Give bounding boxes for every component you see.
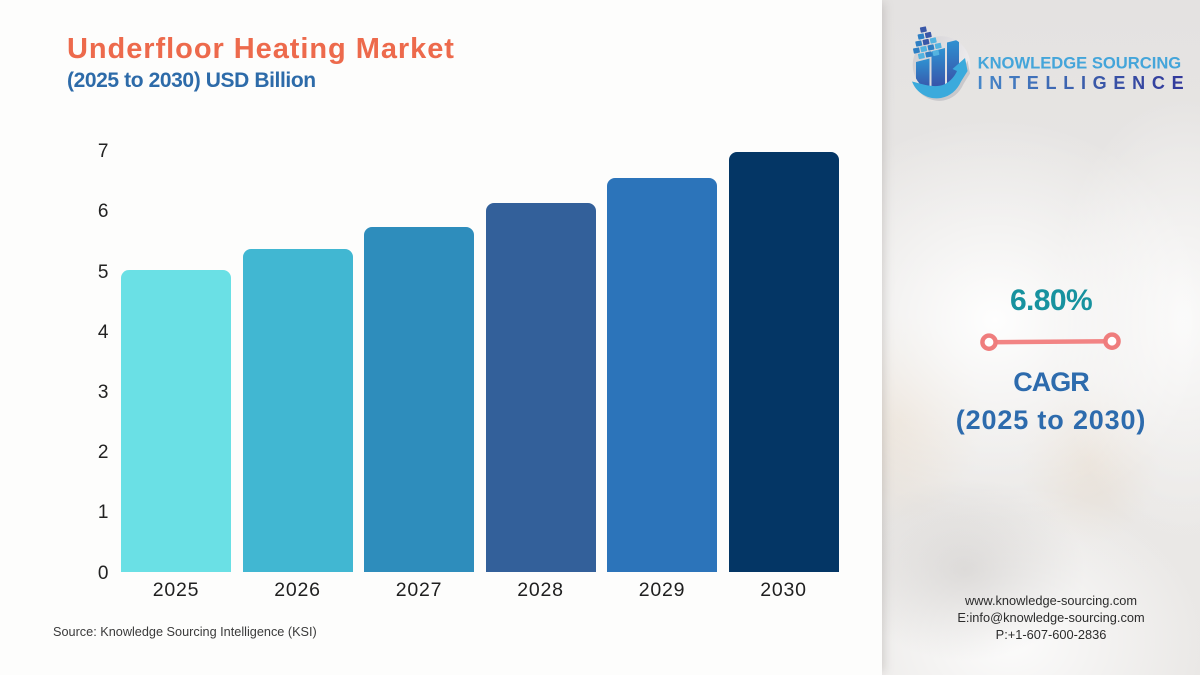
svg-text:INTELLIGENCE: INTELLIGENCE [978,73,1184,93]
svg-text:KNOWLEDGE SOURCING: KNOWLEDGE SOURCING [978,55,1182,73]
